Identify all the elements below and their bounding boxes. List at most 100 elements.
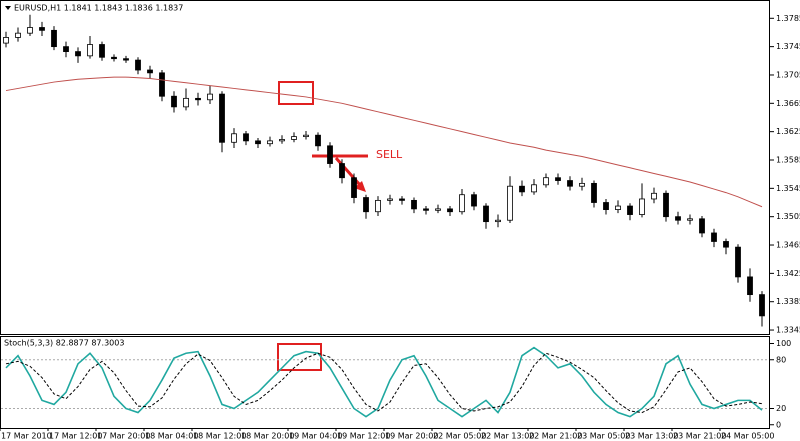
candle-body bbox=[255, 140, 261, 145]
main-panel bbox=[0, 0, 770, 335]
candle-body bbox=[435, 208, 441, 211]
x-tick-label: 22 Mar 13:00 bbox=[481, 432, 534, 441]
x-tick-label: 23 Mar 13:00 bbox=[625, 432, 678, 441]
candle-body bbox=[495, 219, 501, 223]
candle-body bbox=[219, 93, 225, 143]
candle-body bbox=[51, 29, 57, 48]
y-tick-label: 80 bbox=[776, 355, 786, 364]
candle-body bbox=[207, 93, 213, 101]
x-tick-label: 23 Mar 05:00 bbox=[577, 432, 630, 441]
candle-body bbox=[303, 134, 309, 138]
candle-body bbox=[507, 185, 513, 221]
x-tick-label: 22 Mar 05:00 bbox=[433, 432, 486, 441]
candle-body bbox=[567, 180, 573, 187]
candle-body bbox=[519, 185, 525, 193]
candle-body bbox=[543, 177, 549, 186]
candle-body bbox=[471, 194, 477, 207]
stoch-line bbox=[5, 352, 763, 414]
candle-body bbox=[159, 72, 165, 97]
candle-body bbox=[111, 56, 117, 60]
y-tick-label: 100 bbox=[776, 339, 791, 348]
candle-body bbox=[279, 139, 285, 142]
candle-body bbox=[603, 202, 609, 210]
candle-body bbox=[555, 177, 561, 181]
y-tick-label: 1.3745 bbox=[776, 42, 800, 51]
candle-body bbox=[627, 205, 633, 215]
y-tick-label: 20 bbox=[776, 404, 786, 413]
stoch-panel bbox=[0, 336, 770, 429]
candle-body bbox=[663, 192, 669, 218]
y-tick-label: 0 bbox=[776, 420, 781, 429]
candle-body bbox=[687, 218, 693, 221]
candle-body bbox=[399, 198, 405, 201]
candle-body bbox=[15, 32, 21, 38]
y-tick-label: 1.3785 bbox=[776, 14, 800, 23]
candle-body bbox=[351, 177, 357, 198]
candle-body bbox=[387, 198, 393, 201]
x-tick-label: 17 Mar 12:00 bbox=[49, 432, 102, 441]
candle-body bbox=[231, 133, 237, 143]
candle-body bbox=[483, 205, 489, 223]
candle-body bbox=[183, 97, 189, 108]
x-tick-label: 17 Mar 2010 bbox=[1, 432, 52, 441]
candle-body bbox=[711, 232, 717, 242]
x-tick-label: 18 Mar 12:00 bbox=[193, 432, 246, 441]
candle-body bbox=[639, 198, 645, 215]
y-tick-label: 1.3505 bbox=[776, 212, 800, 221]
candle-body bbox=[339, 163, 345, 179]
x-tick-label: 19 Mar 04:00 bbox=[289, 432, 342, 441]
candle-body bbox=[243, 133, 249, 142]
menu-icon bbox=[5, 6, 11, 10]
candle-body bbox=[123, 58, 129, 61]
candle-body bbox=[27, 27, 33, 34]
x-tick-label: 18 Mar 20:00 bbox=[241, 432, 294, 441]
candle-body bbox=[147, 69, 153, 74]
highlight-box bbox=[278, 81, 314, 105]
candle-body bbox=[315, 134, 321, 147]
candle-body bbox=[531, 184, 537, 193]
x-tick-label: 22 Mar 21:00 bbox=[529, 432, 582, 441]
candle-body bbox=[699, 218, 705, 234]
candle-body bbox=[291, 136, 297, 140]
candle-body bbox=[75, 51, 81, 57]
y-tick-label: 1.3585 bbox=[776, 155, 800, 164]
x-tick-label: 24 Mar 05:00 bbox=[721, 432, 774, 441]
y-tick-label: 1.3345 bbox=[776, 326, 800, 335]
sell-label: SELL bbox=[376, 148, 403, 161]
x-tick-label: 19 Mar 12:00 bbox=[337, 432, 390, 441]
candle-body bbox=[3, 37, 9, 44]
candle-body bbox=[459, 194, 465, 213]
sell-arrowhead bbox=[354, 181, 366, 192]
candle-body bbox=[363, 197, 369, 213]
candle-body bbox=[327, 145, 333, 164]
candle-body bbox=[375, 199, 381, 213]
y-tick-label: 1.3625 bbox=[776, 127, 800, 136]
candle-body bbox=[735, 246, 741, 278]
candle-body bbox=[87, 44, 93, 57]
candle-body bbox=[135, 59, 141, 71]
x-tick-label: 17 Mar 20:00 bbox=[97, 432, 150, 441]
candle-body bbox=[447, 208, 453, 213]
candle-body bbox=[615, 205, 621, 210]
candle-body bbox=[579, 182, 585, 187]
y-tick-label: 1.3705 bbox=[776, 70, 800, 79]
candle-body bbox=[591, 182, 597, 203]
candle-body bbox=[99, 44, 105, 58]
candle-body bbox=[411, 199, 417, 210]
moving-average bbox=[5, 76, 763, 208]
candle-body bbox=[651, 192, 657, 200]
candle-body bbox=[63, 46, 69, 52]
candle-body bbox=[759, 294, 765, 317]
candle-body bbox=[39, 27, 45, 31]
stoch-title: Stoch(5,3,3) 82.8877 87.3003 bbox=[4, 339, 124, 348]
y-tick-label: 1.3425 bbox=[776, 269, 800, 278]
y-tick-label: 1.3385 bbox=[776, 297, 800, 306]
y-tick-label: 1.3465 bbox=[776, 241, 800, 250]
stoch-line bbox=[5, 346, 763, 418]
x-tick-label: 19 Mar 20:00 bbox=[385, 432, 438, 441]
candle-body bbox=[675, 216, 681, 221]
candle-body bbox=[423, 208, 429, 211]
candle-body bbox=[723, 241, 729, 248]
